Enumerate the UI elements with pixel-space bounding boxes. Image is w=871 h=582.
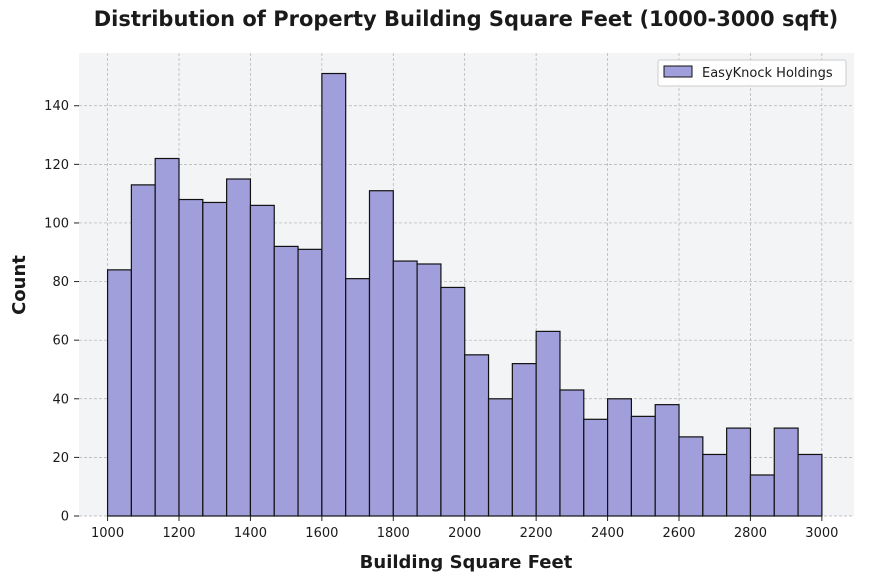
y-tick-label: 0: [61, 510, 69, 525]
y-tick-label: 20: [52, 451, 69, 466]
grid-lines: [79, 53, 854, 517]
histogram-bar: [535, 330, 561, 517]
x-tick-label: 2400: [591, 526, 624, 541]
histogram-bars: [106, 72, 823, 517]
y-axis-label: Count: [9, 255, 30, 315]
x-tick-label: 2200: [520, 526, 553, 541]
legend: EasyKnock Holdings: [657, 59, 847, 87]
y-tick-label: 100: [44, 216, 69, 231]
histogram-bar: [487, 398, 513, 517]
histogram-bar: [606, 398, 633, 517]
histogram-bar: [368, 190, 394, 517]
histogram-bar: [749, 474, 775, 517]
histogram-bar: [511, 363, 537, 517]
legend-label: EasyKnock Holdings: [702, 66, 833, 81]
histogram-bar: [726, 427, 752, 517]
y-tick-label: 40: [52, 392, 69, 407]
histogram-bar: [273, 245, 299, 517]
x-tick-label: 3000: [805, 526, 838, 541]
histogram-bar: [440, 286, 466, 517]
x-tick-label: 2600: [662, 526, 695, 541]
histogram-bar: [392, 260, 418, 517]
histogram-bar: [654, 404, 680, 517]
histogram-bar: [297, 248, 323, 517]
y-tick-label: 60: [52, 334, 69, 349]
histogram-bar: [154, 157, 180, 517]
x-axis-label: Building Square Feet: [360, 552, 573, 573]
histogram-bar: [249, 204, 275, 517]
x-tick-label: 1800: [377, 526, 410, 541]
histogram-bar: [106, 269, 132, 517]
histogram-bar: [345, 278, 371, 517]
legend-box: [657, 59, 847, 87]
x-tick-label: 1200: [162, 526, 195, 541]
histogram-bar: [583, 418, 609, 517]
x-tick-label: 1400: [234, 526, 267, 541]
histogram-bar: [202, 201, 228, 517]
histogram-bar: [321, 72, 347, 517]
y-tick-label: 80: [52, 275, 69, 290]
histogram-bar: [464, 354, 490, 517]
x-axis: 1000 1200 1400 1600 1800 2000 2200 2400 2600 2800…: [91, 516, 838, 541]
y-axis: 0 20 40 60 80 100 120 140: [44, 99, 79, 525]
histogram-bar: [130, 184, 156, 517]
y-tick-label: 120: [44, 158, 69, 173]
histogram-bar: [797, 453, 823, 517]
y-tick-label: 140: [44, 99, 69, 114]
histogram-bar: [559, 389, 585, 517]
histogram-bar: [178, 198, 204, 517]
histogram-bar: [226, 178, 252, 517]
x-tick-label: 2000: [448, 526, 481, 541]
legend-swatch: [663, 65, 693, 78]
x-tick-label: 1000: [91, 526, 124, 541]
chart-title: Distribution of Property Building Square…: [94, 7, 839, 31]
histogram-bar: [678, 436, 704, 517]
histogram-bar: [773, 427, 799, 517]
x-tick-label: 1600: [305, 526, 338, 541]
histogram-bar: [416, 263, 442, 517]
histogram-bar: [630, 415, 656, 517]
histogram-bar: [702, 453, 728, 517]
x-tick-label: 2800: [734, 526, 767, 541]
